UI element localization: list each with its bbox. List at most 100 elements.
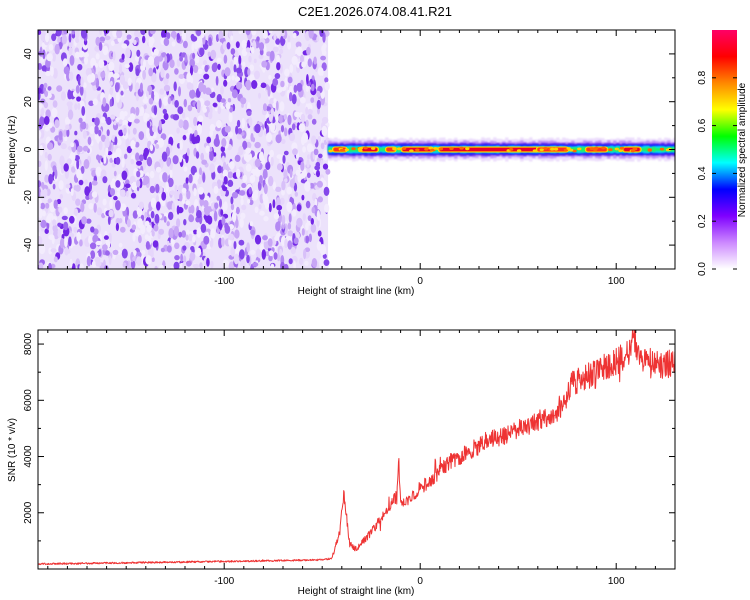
- noise-speckle: [311, 135, 317, 145]
- noise-speckle: [162, 60, 169, 71]
- noise-speckle: [302, 213, 306, 221]
- noise-speckle: [50, 248, 57, 253]
- band-speck: [392, 146, 397, 150]
- noise-speckle: [304, 260, 309, 266]
- noise-speckle: [268, 175, 274, 187]
- noise-speckle: [143, 147, 150, 156]
- noise-speckle: [236, 119, 241, 128]
- noise-speckle: [263, 216, 269, 222]
- noise-speckle: [219, 198, 222, 208]
- noise-speckle: [310, 223, 317, 233]
- band-speck: [659, 147, 665, 151]
- noise-speckle: [316, 99, 321, 110]
- noise-speckle: [225, 102, 231, 110]
- noise-speckle: [94, 117, 100, 127]
- noise-speckle: [109, 199, 113, 209]
- noise-speckle: [217, 106, 222, 115]
- noise-speckle: [148, 67, 154, 77]
- colorbar-ticks: 0.0 0.2 0.4 0.6 0.8: [697, 70, 737, 276]
- noise-speckle: [78, 117, 83, 124]
- noise-speckle: [73, 185, 77, 191]
- noise-speckle: [320, 142, 325, 150]
- noise-speckle: [245, 141, 252, 149]
- noise-speckle: [300, 54, 304, 63]
- noise-speckle: [287, 41, 292, 50]
- noise-speckle: [178, 119, 184, 129]
- noise-speckle: [179, 139, 183, 151]
- noise-speckle: [48, 234, 55, 240]
- noise-speckle: [202, 172, 206, 183]
- noise-speckle: [209, 123, 216, 132]
- noise-speckle: [192, 52, 196, 60]
- noise-speckle: [44, 90, 49, 98]
- noise-speckle: [54, 119, 60, 129]
- noise-speckle: [183, 166, 188, 172]
- noise-speckle: [142, 98, 149, 104]
- noise-speckle: [292, 32, 297, 39]
- noise-speckle: [307, 154, 311, 160]
- noise-speckle: [118, 119, 124, 125]
- band-speck: [429, 148, 435, 152]
- noise-speckle: [88, 192, 93, 200]
- band-speck: [415, 148, 420, 152]
- noise-speckle: [40, 202, 46, 210]
- noise-speckle: [279, 64, 283, 74]
- noise-speckle: [47, 213, 54, 219]
- noise-speckle: [236, 134, 243, 140]
- noise-speckle: [205, 87, 212, 95]
- noise-speckle: [39, 103, 43, 110]
- noise-speckle: [72, 90, 77, 97]
- noise-speckle: [254, 167, 261, 177]
- noise-speckle: [144, 234, 149, 240]
- noise-speckle: [222, 41, 228, 51]
- noise-speckle: [79, 263, 84, 269]
- noise-speckle: [276, 154, 283, 159]
- noise-speckle: [210, 49, 217, 60]
- noise-speckle: [149, 30, 156, 35]
- noise-speckle: [153, 105, 158, 116]
- noise-speckle: [300, 96, 306, 104]
- noise-speckle: [267, 238, 273, 247]
- noise-speckle: [293, 182, 298, 192]
- noise-speckle: [185, 132, 190, 139]
- noise-speckle: [266, 132, 272, 143]
- noise-speckle: [208, 37, 212, 46]
- spectrogram-ticks: -100 0 100 -40 -20 0 20 40: [23, 29, 676, 287]
- noise-speckle: [159, 264, 164, 269]
- noise-speckle: [161, 151, 168, 162]
- noise-speckle: [275, 38, 281, 45]
- noise-speckle: [147, 56, 155, 66]
- noise-speckle: [269, 50, 275, 62]
- noise-speckle: [281, 214, 286, 226]
- noise-speckle: [231, 191, 239, 199]
- noise-speckle: [88, 203, 94, 210]
- noise-speckle: [164, 212, 168, 218]
- noise-speckle: [132, 233, 136, 242]
- noise-speckle: [197, 186, 204, 195]
- noise-speckle: [126, 34, 132, 40]
- noise-speckle: [320, 55, 326, 61]
- noise-speckle: [169, 168, 173, 179]
- band-cell: [664, 147, 668, 152]
- noise-speckle: [250, 132, 254, 142]
- noise-speckle: [124, 153, 128, 160]
- noise-speckle: [281, 138, 286, 144]
- band-speck: [459, 146, 464, 150]
- noise-speckle: [211, 170, 216, 180]
- noise-speckle: [261, 60, 268, 68]
- noise-speckle: [116, 30, 123, 39]
- noise-speckle: [231, 89, 238, 99]
- noise-speckle: [241, 103, 244, 108]
- band-speck: [618, 149, 623, 153]
- noise-speckle: [75, 37, 80, 44]
- noise-speckle: [181, 187, 187, 194]
- band-speck: [465, 147, 470, 151]
- noise-speckle: [300, 113, 306, 124]
- noise-speckle: [168, 228, 174, 239]
- noise-speckle: [95, 53, 100, 60]
- noise-speckle: [48, 262, 52, 269]
- noise-speckle: [120, 203, 127, 212]
- noise-speckle: [215, 133, 219, 143]
- noise-speckle: [185, 260, 192, 267]
- noise-speckle: [309, 182, 315, 189]
